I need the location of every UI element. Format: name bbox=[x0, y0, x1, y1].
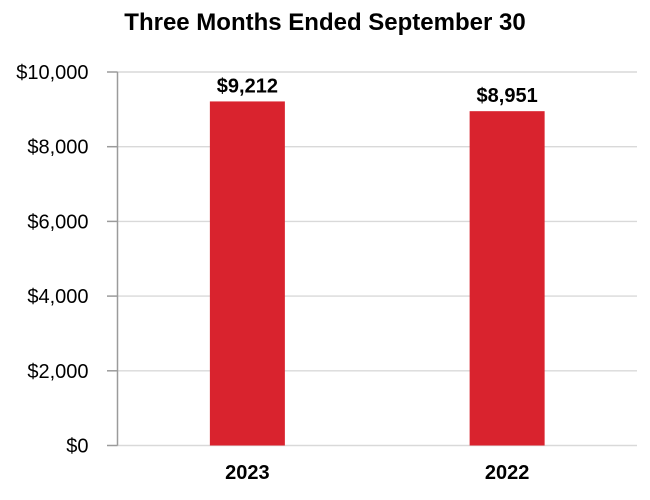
y-tick-label: $10,000 bbox=[16, 62, 88, 84]
y-tick-label: $4,000 bbox=[27, 286, 88, 308]
bar-value-label: $8,951 bbox=[477, 85, 538, 107]
bar-2022 bbox=[469, 111, 545, 446]
y-tick-label: $0 bbox=[66, 436, 88, 458]
bar-2023 bbox=[209, 101, 285, 446]
chart-title: Three Months Ended September 30 bbox=[124, 9, 526, 36]
y-tick-label: $8,000 bbox=[27, 137, 88, 159]
x-category-label: 2022 bbox=[485, 462, 530, 484]
y-tick-label: $2,000 bbox=[27, 361, 88, 383]
y-tick-label: $6,000 bbox=[27, 211, 88, 233]
bar-value-label: $9,212 bbox=[217, 75, 278, 97]
x-category-label: 2023 bbox=[225, 462, 270, 484]
